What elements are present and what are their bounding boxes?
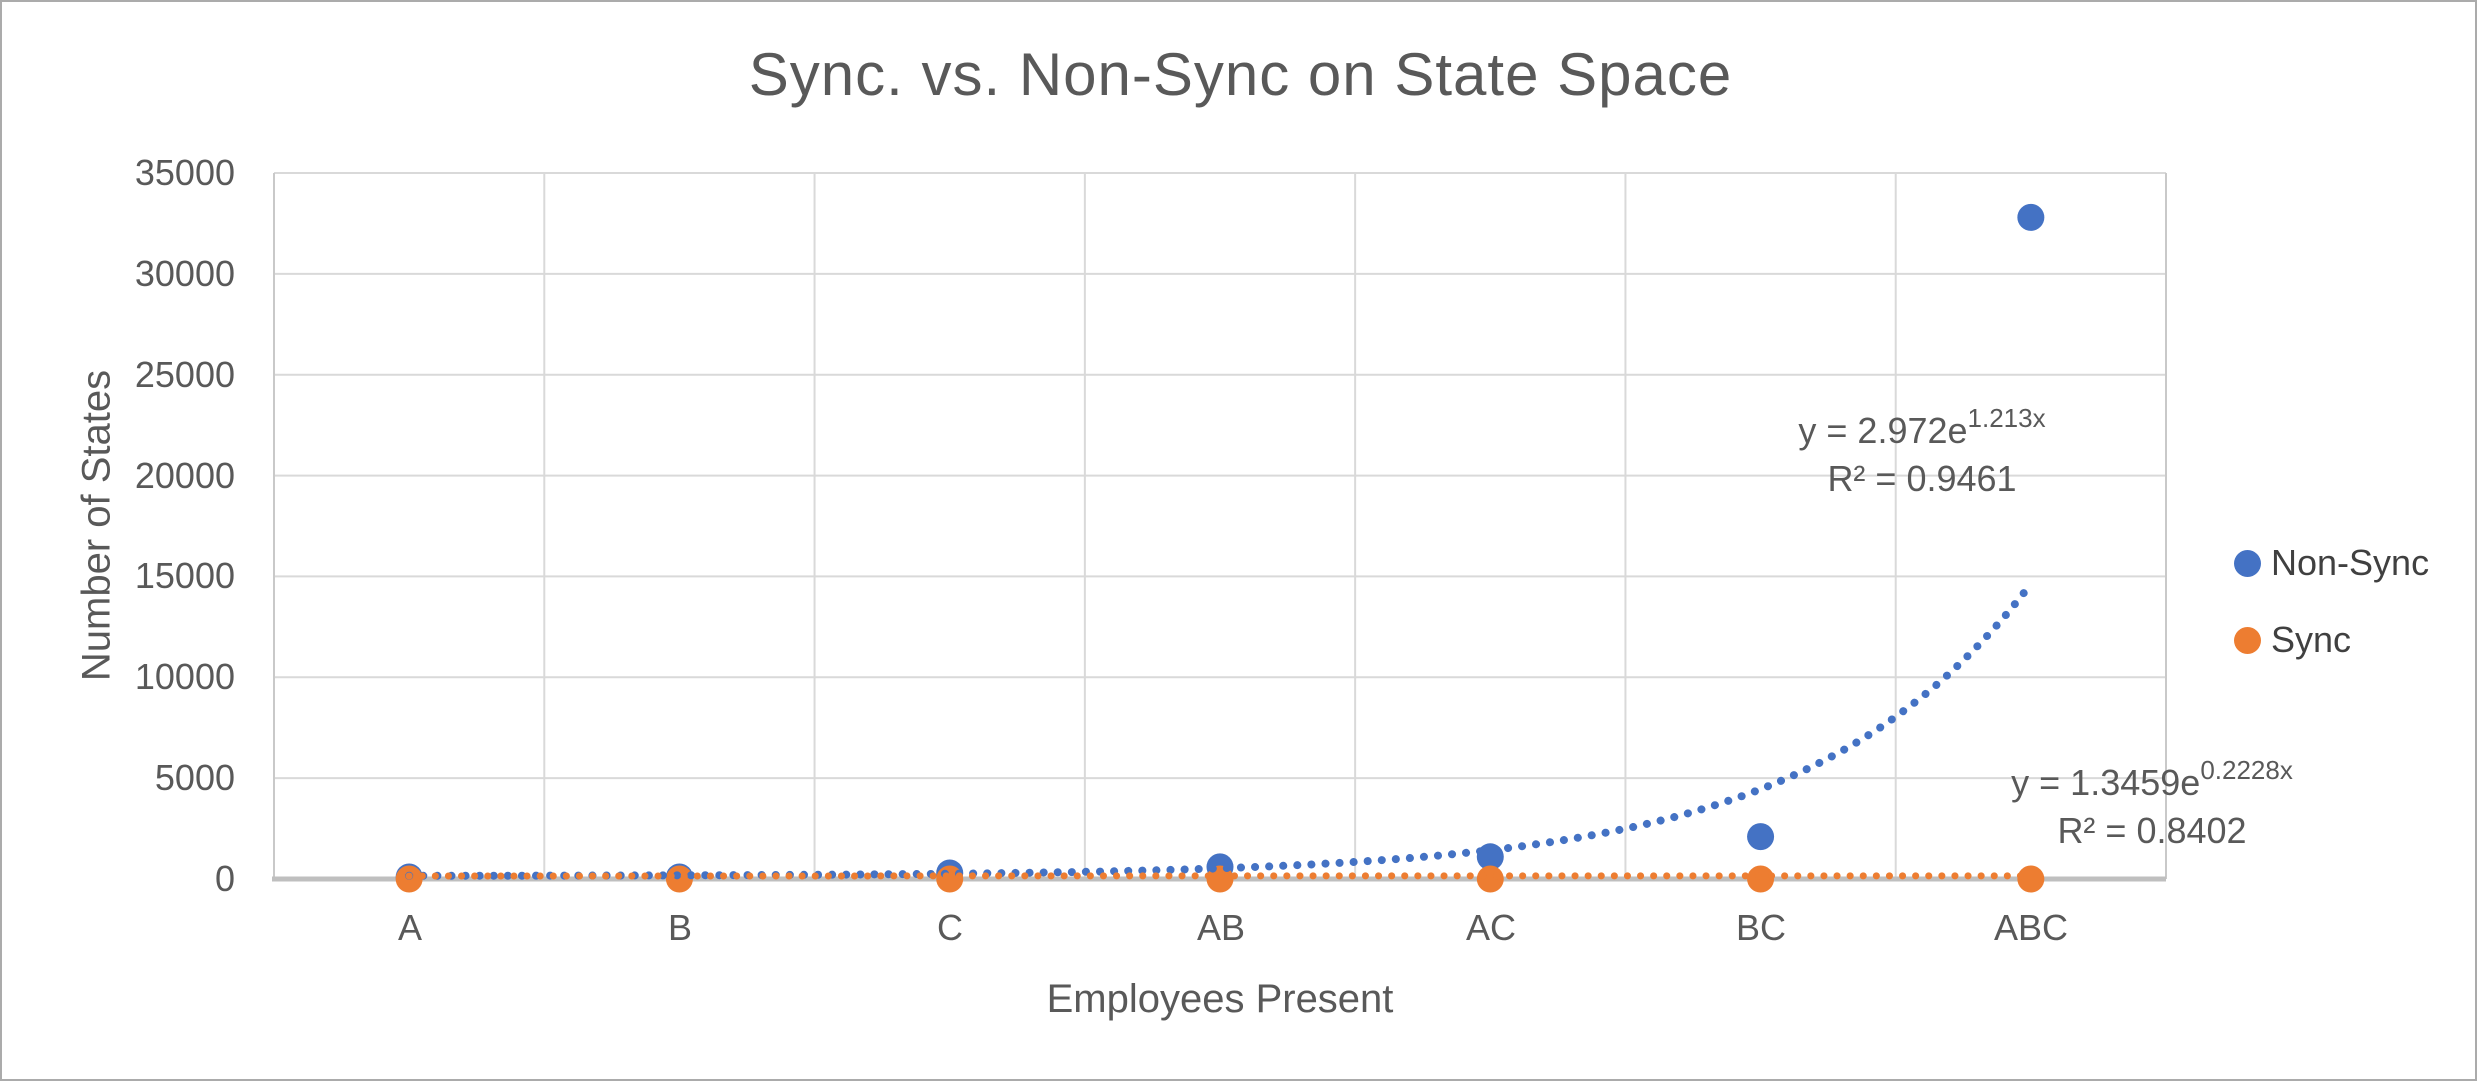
equation-exponent: 0.2228x	[2200, 755, 2293, 785]
trendline-equation-nonsync: y = 2.972e1.213x R² = 0.9461	[1662, 394, 2182, 503]
legend-item-nonsync: Non-Sync	[2234, 541, 2429, 585]
x-axis-title: Employees Present	[970, 977, 1470, 1022]
point-sync-AC	[1477, 866, 1504, 893]
equation-line: y = 1.3459e0.2228x	[1892, 746, 2412, 807]
x-tick-label: ABC	[1921, 908, 2141, 948]
x-tick-label: AB	[1111, 908, 1331, 948]
trendline-non-sync	[409, 584, 2031, 876]
point-non-sync-ABC	[2017, 204, 2044, 231]
x-tick-label: C	[840, 908, 1060, 948]
equation-line: y = 2.972e1.213x	[1662, 394, 2182, 455]
legend-label: Sync	[2271, 619, 2351, 661]
trendline-equation-sync: y = 1.3459e0.2228x R² = 0.8402	[1892, 746, 2412, 855]
sync-marker-icon	[2234, 627, 2261, 654]
legend: Non-Sync Sync	[2234, 541, 2429, 662]
y-tick-label: 15000	[35, 556, 235, 596]
x-tick-label: A	[300, 908, 520, 948]
y-tick-label: 35000	[35, 153, 235, 193]
y-tick-label: 5000	[35, 758, 235, 798]
y-tick-label: 0	[35, 859, 235, 899]
nonsync-marker-icon	[2234, 550, 2261, 577]
y-tick-label: 25000	[35, 355, 235, 395]
legend-item-sync: Sync	[2234, 618, 2429, 662]
y-axis-title: Number of States	[75, 176, 120, 876]
legend-label: Non-Sync	[2271, 542, 2429, 584]
r-squared-label: R² = 0.9461	[1662, 455, 2182, 503]
x-tick-label: AC	[1381, 908, 1601, 948]
x-tick-label: BC	[1651, 908, 1871, 948]
y-tick-label: 30000	[35, 254, 235, 294]
r-squared-label: R² = 0.8402	[1892, 807, 2412, 855]
point-non-sync-BC	[1747, 823, 1774, 850]
equation-exponent: 1.213x	[1968, 403, 2046, 433]
x-tick-label: B	[570, 908, 790, 948]
y-tick-label: 10000	[35, 657, 235, 697]
y-tick-label: 20000	[35, 456, 235, 496]
